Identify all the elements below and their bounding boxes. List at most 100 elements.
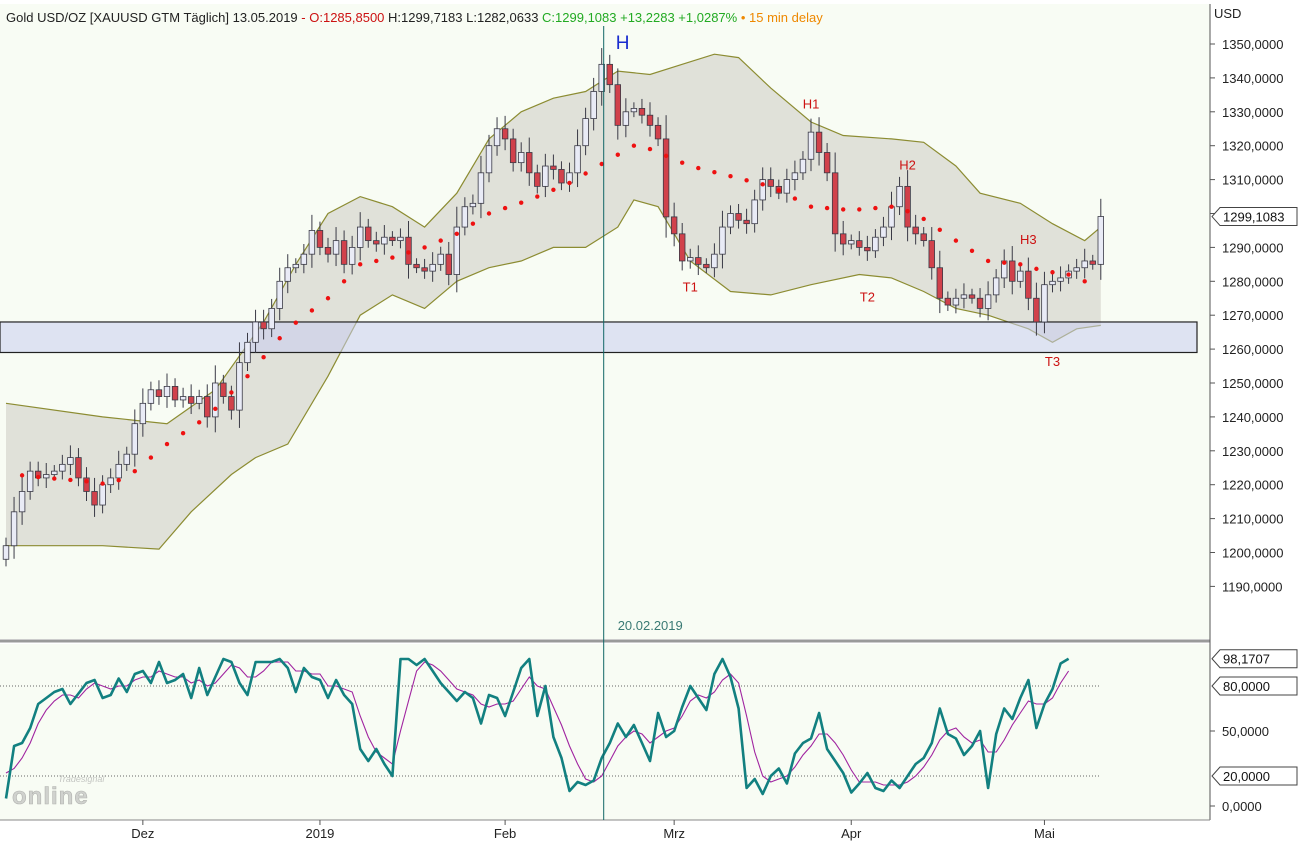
candle-body (260, 321, 267, 330)
ma-dot (631, 143, 637, 148)
ma-dot (921, 216, 926, 222)
price-tick-label: 1260,0000 (1222, 342, 1283, 357)
candle-body (848, 240, 855, 245)
price-tick-label: 1320,0000 (1222, 139, 1283, 154)
candle-body (477, 172, 485, 204)
indicator-panel-bg (0, 644, 1210, 820)
candle-body (888, 206, 895, 228)
candle-body (807, 131, 815, 160)
ma-dot (744, 178, 749, 183)
candle-body (944, 297, 952, 306)
candle-body (204, 396, 211, 418)
candle-body (590, 91, 597, 119)
candle-body (276, 280, 283, 309)
candle-body (526, 152, 533, 174)
candle-body (542, 165, 549, 187)
ma-dot (422, 245, 427, 250)
ma-dot (293, 320, 298, 325)
candle-body (791, 172, 799, 181)
candle-body (912, 226, 919, 235)
candle-body (1081, 260, 1088, 269)
candle-body (437, 253, 444, 265)
ma-dot (712, 169, 717, 175)
candle-body (236, 362, 243, 411)
candle-series (2, 48, 1104, 567)
ma-dot (406, 250, 411, 255)
candle-body (864, 246, 871, 252)
candle-body (992, 277, 1000, 296)
time-tick-label: 2019 (305, 826, 334, 841)
ma-dot (551, 187, 556, 192)
candle-body (856, 240, 863, 248)
price-tick-label: 1220,0000 (1222, 478, 1283, 493)
candle-body (10, 511, 18, 547)
candle-body (268, 308, 275, 330)
candle-body (815, 131, 823, 153)
time-tick-label: Mrz (663, 826, 685, 841)
candle-body (300, 253, 308, 265)
ma-dot (663, 153, 669, 159)
ma-dot (100, 481, 105, 486)
candle-body (799, 158, 807, 174)
stoch-k-line (4, 657, 1070, 799)
ma-dot (953, 238, 959, 243)
ma-dot (486, 211, 492, 216)
ma-dot (696, 165, 701, 171)
ma-dot (68, 477, 73, 483)
candle-body (1057, 277, 1064, 282)
moving-average-dots (19, 143, 1087, 486)
time-tick-label: Mai (1034, 826, 1055, 841)
ma-dot (164, 441, 170, 447)
candle-body (179, 396, 187, 401)
ma-dot (502, 205, 508, 211)
candle-body (622, 111, 630, 126)
ma-dot (277, 336, 282, 341)
candle-body (163, 385, 171, 397)
header-delay: 15 min delay (749, 10, 823, 25)
candle-body (1041, 284, 1048, 323)
ma-dot (309, 308, 315, 313)
stoch-last-badge-box (1211, 649, 1298, 669)
ma-dot (454, 231, 459, 237)
ma-dot (132, 468, 137, 474)
price-tick-label: 1270,0000 (1222, 308, 1283, 323)
ma-dot (776, 188, 781, 193)
candle-body (719, 226, 726, 255)
pattern-label-t3: T3 (1045, 354, 1060, 369)
candle-body (1009, 260, 1016, 282)
logo-big-text: online (12, 783, 89, 810)
ma-dot (84, 479, 89, 484)
candle-body (952, 297, 960, 306)
candle-body (960, 294, 968, 299)
candle-body (518, 152, 525, 164)
ma-dot (857, 207, 862, 212)
candle-body (228, 396, 235, 411)
candle-body (823, 152, 831, 174)
ma-dot (841, 207, 846, 212)
candle-body (212, 382, 219, 418)
candle-body (711, 253, 718, 269)
candle-body (534, 172, 541, 187)
candle-body (670, 216, 678, 235)
candle-body (26, 470, 34, 492)
header-open: O:1285,8500 (309, 10, 384, 25)
ma-dot (1082, 279, 1087, 284)
candle-body (703, 263, 710, 269)
candle-body (687, 257, 694, 262)
ma-dot (148, 455, 154, 460)
header-low: L:1282,0633 (466, 10, 538, 25)
ma-dot (358, 262, 363, 267)
candle-body (453, 226, 460, 275)
price-tick-label: 1330,0000 (1222, 105, 1283, 120)
annotations: H H1 H2 H3 T1 T2 T3 (616, 33, 1060, 369)
candle-body (630, 108, 638, 113)
stoch-tick-label: 0,0000 (1222, 799, 1262, 814)
candle-body (75, 457, 82, 479)
candle-body (1049, 280, 1056, 286)
candle-body (365, 226, 372, 242)
chart-header: Gold USD/OZ [XAUUSD GTM Täglich] 13.05.2… (6, 10, 823, 25)
stochastic-series (0, 657, 1100, 799)
candle-body (1033, 297, 1040, 323)
ma-dot (19, 473, 25, 478)
candle-body (493, 128, 501, 147)
